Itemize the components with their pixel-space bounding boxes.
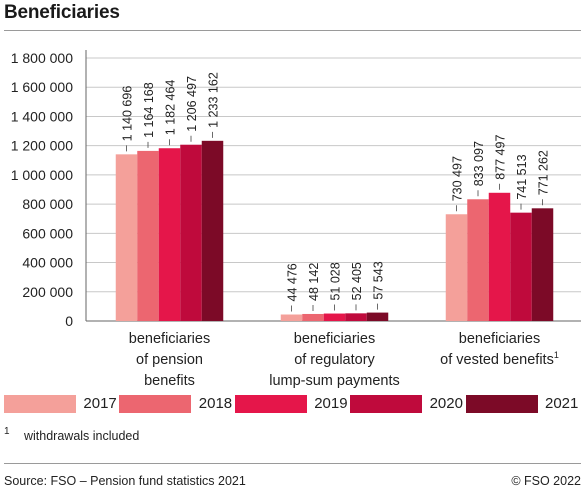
legend-swatch	[119, 395, 192, 413]
category-label: of pension	[136, 352, 203, 368]
y-tick-label: 400 000	[22, 255, 73, 271]
bar-2021-1	[366, 312, 389, 321]
bar-2017-0	[115, 154, 138, 321]
category-label: beneficiaries	[294, 331, 375, 347]
legend-swatch	[350, 395, 423, 413]
legend-item-2018: 2018	[119, 393, 234, 415]
y-tick-label: 1 600 000	[11, 79, 73, 95]
bar-2019-0	[158, 148, 181, 321]
bar-2020-1	[345, 313, 367, 321]
legend-item-2019: 2019	[234, 393, 350, 415]
source-divider	[4, 463, 581, 464]
legend-swatch	[465, 395, 538, 413]
data-label: 730 497	[451, 156, 465, 201]
legend-item-2021: 2021	[465, 393, 581, 415]
data-label: 741 513	[515, 154, 529, 199]
data-label: 52 405	[350, 262, 364, 300]
y-tick-label: 600 000	[22, 225, 73, 241]
bar-2021-2	[531, 208, 554, 321]
bar-2021-0	[201, 140, 224, 321]
bar-2020-0	[180, 144, 202, 321]
category-label: of vested benefits1	[440, 350, 559, 368]
category-label: benefits	[144, 373, 195, 389]
legend-label: 2020	[429, 395, 463, 412]
category-label: lump-sum payments	[269, 373, 400, 389]
data-label: 771 262	[537, 150, 551, 195]
bar-2019-2	[488, 192, 511, 321]
bar-2019-1	[323, 313, 346, 321]
bar-2018-2	[467, 199, 489, 321]
chart-title: Beneficiaries	[4, 2, 120, 23]
source-text: Source: FSO – Pension fund statistics 20…	[4, 474, 246, 488]
y-tick-label: 800 000	[22, 196, 73, 212]
category-label: of regulatory	[294, 352, 375, 368]
y-tick-label: 200 000	[22, 284, 73, 300]
footnote-mark: 1	[4, 426, 10, 437]
bar-2018-1	[302, 313, 324, 321]
data-label: 833 097	[472, 141, 486, 186]
bar-2017-2	[445, 214, 468, 321]
y-tick-label: 1 000 000	[11, 167, 73, 183]
y-tick-label: 1 200 000	[11, 138, 73, 154]
category-label: beneficiaries	[129, 331, 210, 347]
legend-label: 2019	[314, 395, 348, 412]
y-tick-label: 1 800 000	[11, 50, 73, 66]
data-label: 877 497	[494, 135, 508, 180]
y-tick-label: 1 400 000	[11, 108, 73, 124]
footnote-text: withdrawals included	[24, 429, 140, 443]
data-label: 1 140 696	[121, 86, 135, 142]
data-label: 1 233 162	[207, 72, 221, 128]
data-label: 51 028	[329, 262, 343, 300]
chart-legend: 2017 2018 2019 2020 2021	[4, 393, 581, 417]
data-label: 57 543	[372, 261, 386, 299]
data-label: 1 182 464	[164, 80, 178, 136]
legend-item-2020: 2020	[350, 393, 465, 415]
data-label: 1 164 168	[142, 82, 156, 138]
legend-swatch	[234, 395, 307, 413]
copyright-text: © FSO 2022	[511, 474, 581, 488]
y-tick-label: 0	[65, 313, 73, 329]
legend-item-2017: 2017	[4, 393, 119, 415]
title-divider	[4, 30, 581, 31]
category-label: beneficiaries	[459, 331, 540, 347]
bar-chart: 0 200 000 400 000 600 000 800 000 1 000 000 1 …	[11, 50, 581, 389]
bar-2018-0	[137, 150, 159, 321]
bar-2020-2	[510, 212, 532, 321]
legend-label: 2021	[544, 395, 579, 412]
legend-label: 2017	[83, 395, 117, 412]
bar-2017-1	[280, 314, 303, 321]
data-label: 48 142	[307, 263, 321, 301]
category-superscript: 1	[554, 350, 559, 360]
data-label: 1 206 497	[185, 76, 199, 132]
legend-swatch	[4, 395, 76, 413]
data-label: 44 476	[286, 263, 300, 301]
legend-label: 2018	[198, 395, 233, 412]
